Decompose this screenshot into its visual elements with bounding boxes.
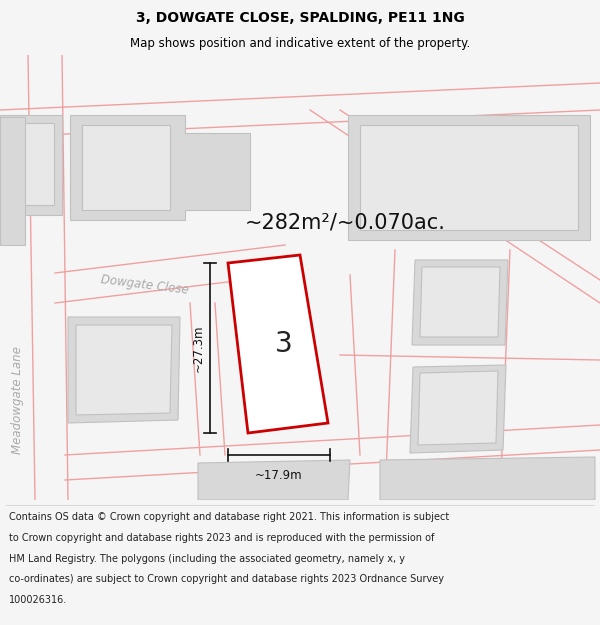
Text: 3, DOWGATE CLOSE, SPALDING, PE11 1NG: 3, DOWGATE CLOSE, SPALDING, PE11 1NG (136, 11, 464, 25)
Text: ~27.3m: ~27.3m (192, 324, 205, 372)
Text: ~282m²/~0.070ac.: ~282m²/~0.070ac. (245, 213, 446, 233)
Polygon shape (348, 115, 590, 240)
Polygon shape (0, 117, 25, 245)
Text: ~17.9m: ~17.9m (255, 469, 303, 482)
Polygon shape (418, 371, 498, 445)
Text: Map shows position and indicative extent of the property.: Map shows position and indicative extent… (130, 38, 470, 51)
Polygon shape (82, 125, 170, 210)
Polygon shape (68, 317, 180, 423)
Text: Meadowgate Lane: Meadowgate Lane (11, 346, 25, 454)
Polygon shape (360, 125, 578, 230)
Text: co-ordinates) are subject to Crown copyright and database rights 2023 Ordnance S: co-ordinates) are subject to Crown copyr… (9, 574, 444, 584)
Polygon shape (76, 325, 172, 415)
Polygon shape (228, 255, 328, 433)
Text: Contains OS data © Crown copyright and database right 2021. This information is : Contains OS data © Crown copyright and d… (9, 512, 449, 522)
Polygon shape (8, 123, 54, 205)
Polygon shape (0, 115, 62, 215)
Polygon shape (380, 457, 595, 500)
Text: Dowgate Close: Dowgate Close (100, 273, 190, 297)
Polygon shape (410, 365, 506, 453)
Text: to Crown copyright and database rights 2023 and is reproduced with the permissio: to Crown copyright and database rights 2… (9, 533, 434, 543)
Polygon shape (412, 260, 508, 345)
Polygon shape (70, 115, 250, 220)
Text: 3: 3 (275, 329, 293, 357)
Text: HM Land Registry. The polygons (including the associated geometry, namely x, y: HM Land Registry. The polygons (includin… (9, 554, 405, 564)
Polygon shape (198, 460, 350, 500)
Polygon shape (420, 267, 500, 337)
Text: 100026316.: 100026316. (9, 595, 67, 605)
